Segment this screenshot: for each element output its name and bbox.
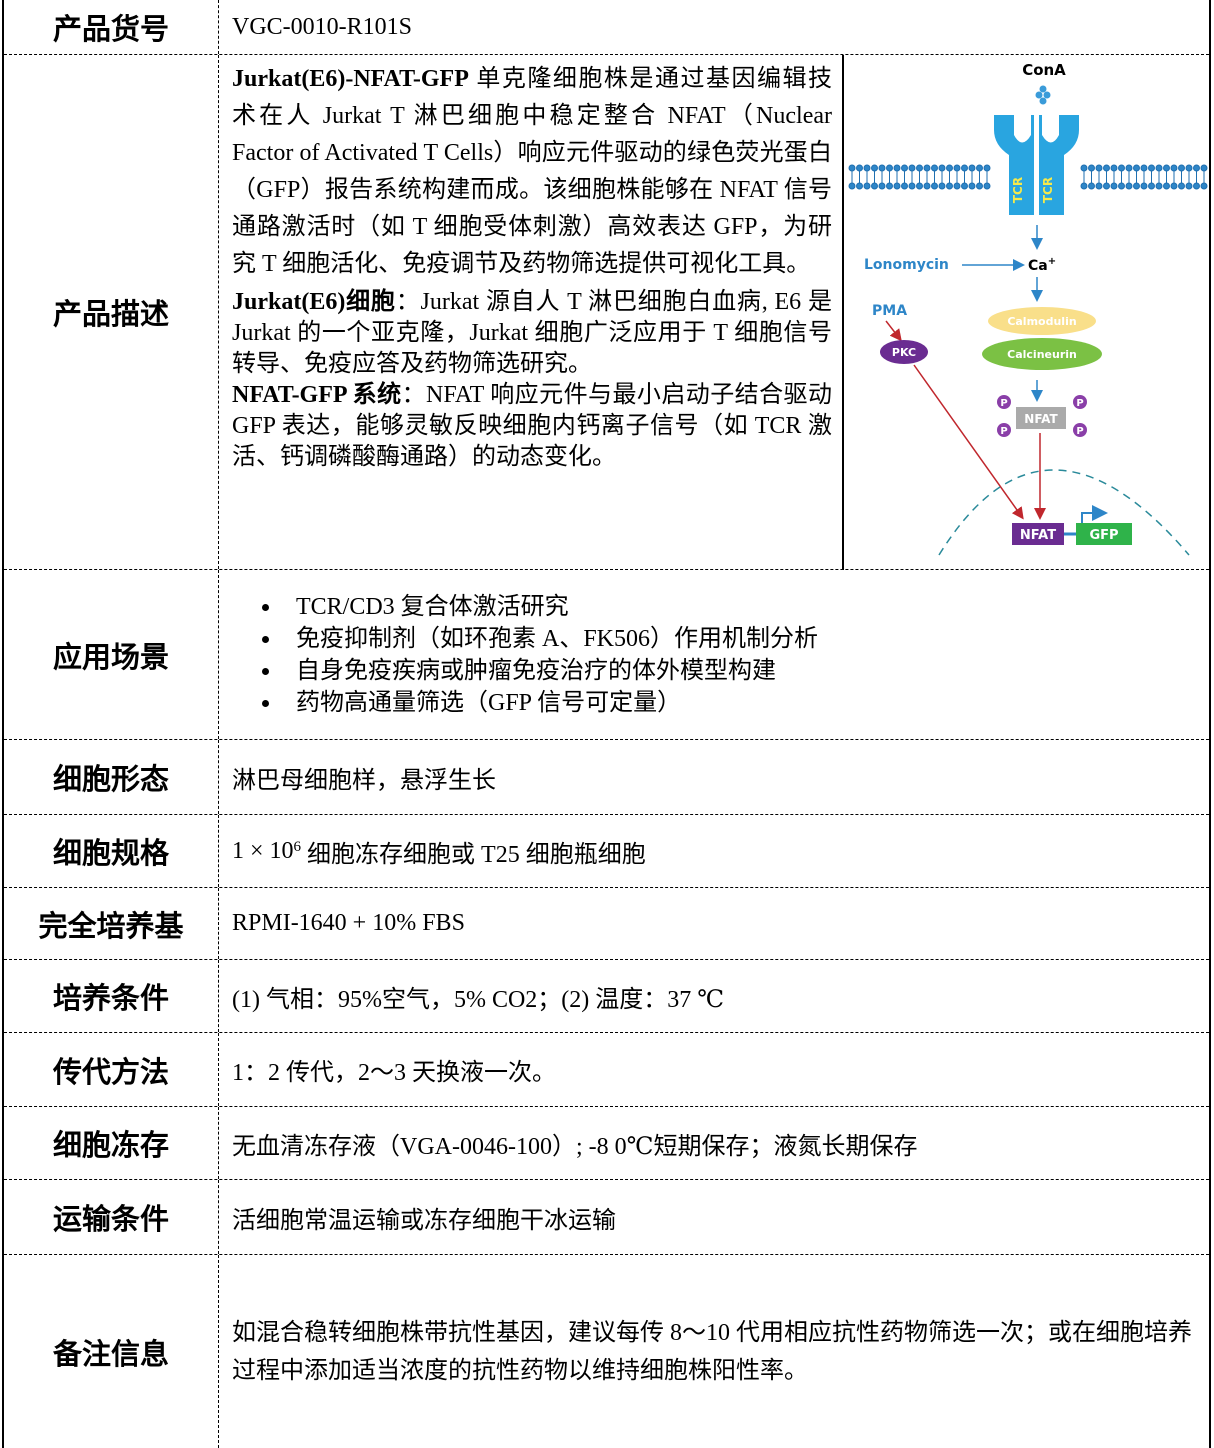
label: Ca+ [1028, 256, 1056, 274]
superscript: 6 [293, 839, 302, 855]
paragraph: Jurkat(E6)细胞：Jurkat 源自人 T 淋巴细胞白血病, E6 是 … [232, 287, 832, 380]
text: ：Jurkat 源自人 T 淋巴细胞白血病, E6 是 Jurkat 的一个亚克… [232, 289, 832, 377]
label: PKC [892, 346, 916, 359]
paragraph: NFAT-GFP 系统：NFAT 响应元件与最小启动子结合驱动 GFP 表达，能… [232, 380, 832, 473]
bold: NFAT-GFP 系统 [232, 382, 402, 408]
value: 活细胞常温运输或冻存细胞干冰运输 [232, 1207, 616, 1234]
text: Ca [1028, 258, 1048, 274]
label: NFAT [1024, 412, 1058, 426]
label: 产品货号 [4, 0, 219, 54]
label: TCR [1041, 177, 1055, 203]
label: Calcineurin [1007, 348, 1077, 361]
text: 单克隆细胞株是通过基因编辑技术在人 Jurkat T 淋巴细胞中稳定整合 NFA… [232, 66, 832, 277]
label: 运输条件 [4, 1180, 219, 1254]
text: 细胞冻存细胞或 T25 细胞瓶细胞 [301, 841, 646, 868]
value: (1) 气相：95%空气，5% CO2；(2) 温度：37 ℃ [232, 986, 725, 1013]
phosphate [1073, 395, 1087, 409]
list-item: 免疫抑制剂（如环孢素 A、FK506）作用机制分析 [282, 623, 818, 655]
phosphate [1073, 423, 1087, 437]
row: 应用场景 TCR/CD3 复合体激活研究 免疫抑制剂（如环孢素 A、FK506）… [4, 570, 1209, 740]
row: 产品描述 Jurkat(E6)-NFAT-GFP 单克隆细胞株是通过基因编辑技术… [4, 55, 1209, 570]
label: Lonomycin [864, 257, 949, 273]
bold: Jurkat(E6)-NFAT-GFP [232, 66, 469, 92]
label: P [1000, 426, 1007, 437]
label: 细胞形态 [4, 740, 219, 814]
value: 1：2 传代，2～3 天换液一次。 [232, 1060, 556, 1086]
label: PMA [872, 303, 907, 319]
list-item: 自身免疫疾病或肿瘤免疫治疗的体外模型构建 [282, 655, 818, 687]
label: TCR [1011, 177, 1025, 203]
value: TCR/CD3 复合体激活研究 免疫抑制剂（如环孢素 A、FK506）作用机制分… [232, 570, 1199, 739]
value: 无血清冻存液（VGA-0046-100）; -8 0℃短期保存；液氮长期保存 [232, 1133, 918, 1160]
phosphate [997, 423, 1011, 437]
row: 产品货号 VGC-0010-R101S [4, 0, 1209, 55]
description: Jurkat(E6)-NFAT-GFP 单克隆细胞株是通过基因编辑技术在人 Ju… [232, 61, 832, 473]
label: 培养条件 [4, 960, 219, 1032]
row: 培养条件 (1) 气相：95%空气，5% CO2；(2) 温度：37 ℃ [4, 960, 1209, 1033]
pathway-diagram: ConA TCR TCR Lonomycin Ca+ PMA Calmoduli… [842, 55, 1208, 570]
label: P [1000, 398, 1007, 409]
row: 运输条件 活细胞常温运输或冻存细胞干冰运输 [4, 1180, 1209, 1255]
bold: Jurkat(E6)细胞 [232, 289, 396, 315]
label: NFAT [1020, 528, 1056, 543]
label: ConA [1022, 61, 1066, 79]
label: 产品描述 [4, 55, 219, 569]
text: ：NFAT 响应元件与最小启动子结合驱动 GFP 表达，能够灵敏反映细胞内钙离子… [232, 382, 832, 470]
row: 细胞规格 1 × 10 6 细胞冻存细胞或 T25 细胞瓶细胞 [4, 815, 1209, 888]
value: 如混合稳转细胞株带抗性基因，建议每传 8～10 代用相应抗性药物筛选一次；或在细… [232, 1319, 1192, 1384]
list-item: TCR/CD3 复合体激活研究 [282, 591, 818, 623]
value: RPMI-1640 + 10% FBS [232, 910, 465, 936]
label: 完全培养基 [4, 888, 219, 959]
phosphate [997, 395, 1011, 409]
label: 传代方法 [4, 1033, 219, 1106]
row: 传代方法 1：2 传代，2～3 天换液一次。 [4, 1033, 1209, 1107]
text: 1 × 10 [232, 837, 294, 864]
paragraph: Jurkat(E6)-NFAT-GFP 单克隆细胞株是通过基因编辑技术在人 Ju… [232, 61, 832, 283]
list-item: 药物高通量筛选（GFP 信号可定量） [282, 687, 818, 719]
value: VGC-0010-R101S [232, 13, 413, 40]
value: 1 × 10 6 细胞冻存细胞或 T25 细胞瓶细胞 [232, 815, 1199, 887]
row: 备注信息 如混合稳转细胞株带抗性基因，建议每传 8～10 代用相应抗性药物筛选一次… [4, 1255, 1209, 1448]
label: 细胞规格 [4, 815, 219, 887]
superscript: + [1048, 256, 1056, 267]
label: 备注信息 [4, 1255, 219, 1448]
list: TCR/CD3 复合体激活研究 免疫抑制剂（如环孢素 A、FK506）作用机制分… [232, 591, 818, 719]
row: 完全培养基 RPMI-1640 + 10% FBS [4, 888, 1209, 960]
label: Calmodulin [1007, 315, 1076, 328]
row: 细胞冻存 无血清冻存液（VGA-0046-100）; -8 0℃短期保存；液氮长期… [4, 1107, 1209, 1180]
label: P [1076, 426, 1083, 437]
label: P [1076, 398, 1083, 409]
label: 细胞冻存 [4, 1107, 219, 1179]
value: 淋巴母细胞样，悬浮生长 [232, 767, 496, 794]
label: GFP [1089, 528, 1118, 543]
label: 应用场景 [4, 570, 219, 739]
row: 细胞形态 淋巴母细胞样，悬浮生长 [4, 740, 1209, 815]
